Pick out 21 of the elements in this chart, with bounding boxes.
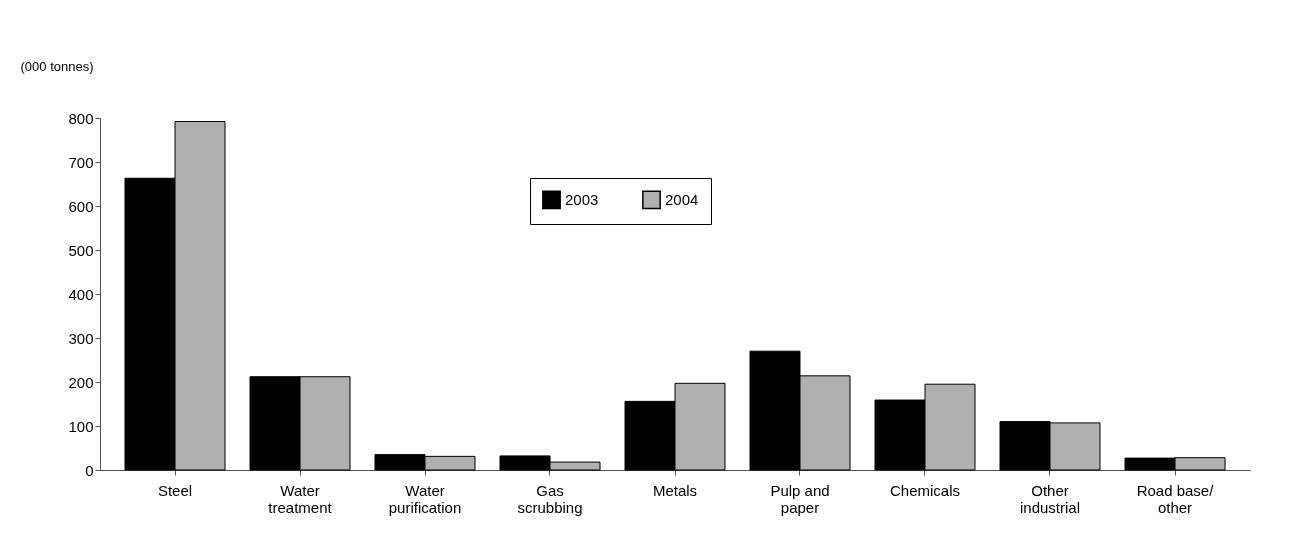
x-tick-label: Water purification <box>388 481 462 516</box>
x-tick-label: Water treatment <box>268 481 333 516</box>
y-tick-label: 400 <box>68 285 94 303</box>
legend-label: 2004 <box>665 190 699 208</box>
x-tick-label: Metals <box>652 481 698 499</box>
y-tick-label: 500 <box>68 241 94 259</box>
y-tick-label: 200 <box>68 373 94 391</box>
y-tick-label: 800 <box>68 109 94 127</box>
x-tick-label: Steel <box>157 481 193 499</box>
x-tick-label: Chemicals <box>889 481 961 499</box>
y-tick-label: 700 <box>68 153 94 171</box>
y-tick-label: 600 <box>68 197 94 215</box>
x-tick-label: Pulp and paper <box>770 481 830 516</box>
x-tick-label: Other industrial <box>1019 481 1081 516</box>
x-tick-label: Road base/ other <box>1136 481 1215 516</box>
y-tick-label: 100 <box>68 417 94 435</box>
y-tick-label: 0 <box>85 461 94 479</box>
y-axis-title: (000 tonnes) <box>20 58 94 74</box>
y-tick-label: 300 <box>68 329 94 347</box>
x-tick-label: Gas scrubbing <box>517 481 583 516</box>
legend-label: 2003 <box>565 190 599 208</box>
